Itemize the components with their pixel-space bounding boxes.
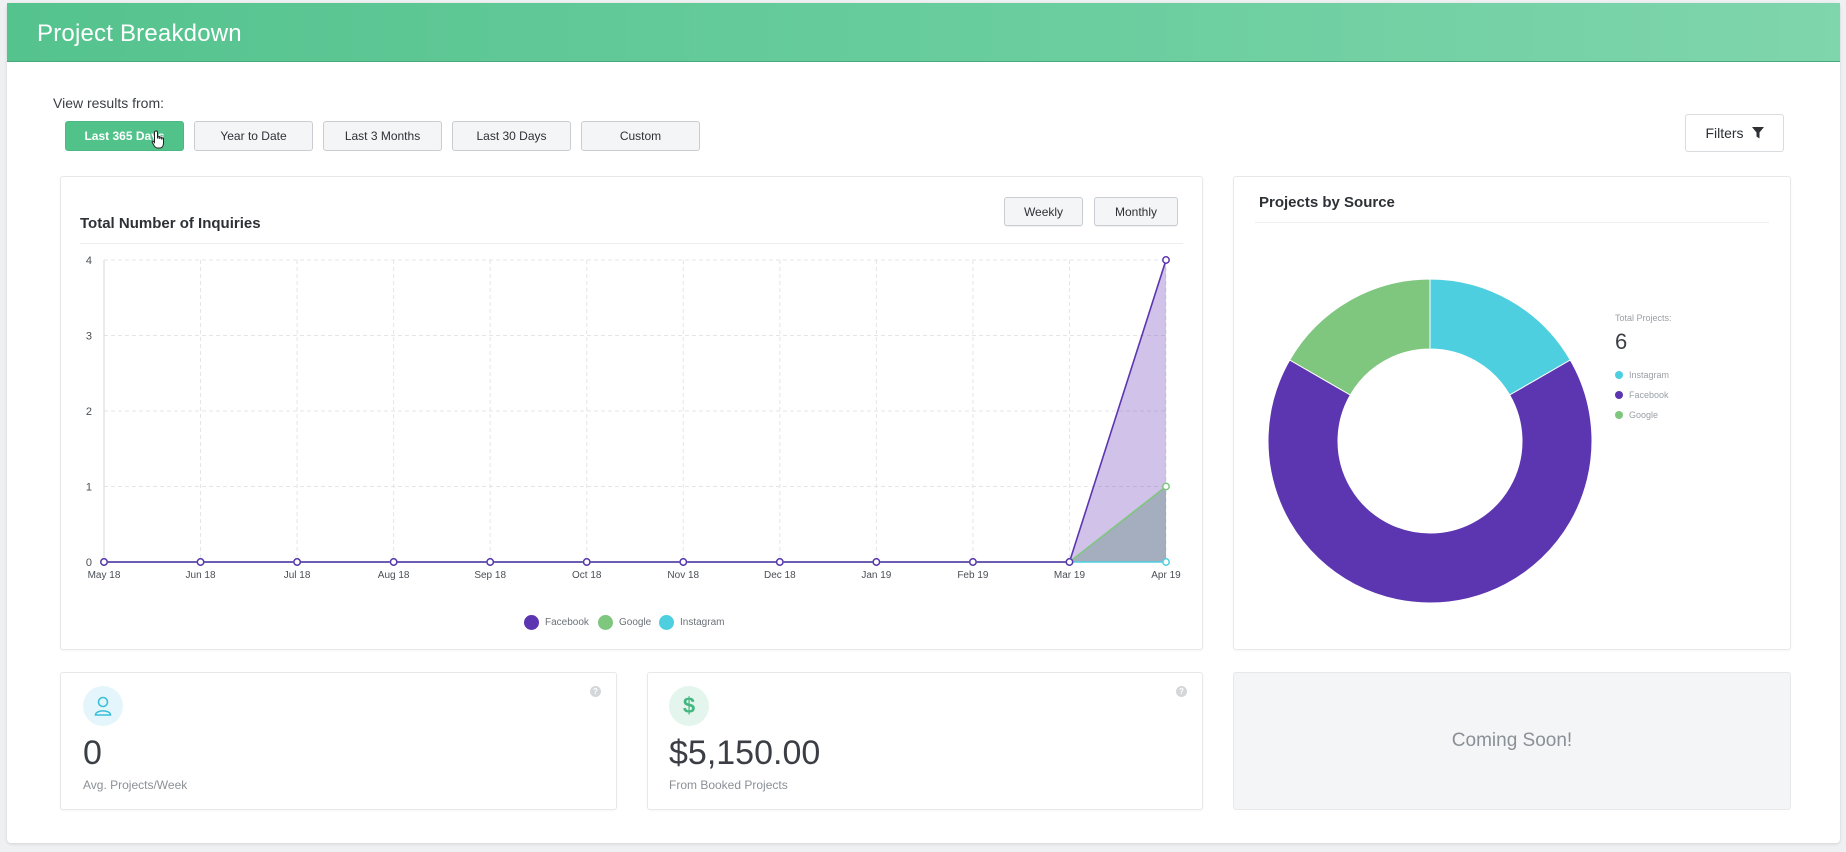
x-tick-label: Aug 18 xyxy=(378,570,410,581)
source-legend-google[interactable]: Google xyxy=(1615,405,1672,425)
x-tick-label: Jan 19 xyxy=(861,570,891,581)
legend-instagram-dot xyxy=(659,615,674,630)
series-line-google xyxy=(104,485,1167,563)
page-header: Project Breakdown xyxy=(7,3,1840,62)
booked-projects-value: $5,150.00 xyxy=(669,734,821,772)
point-facebook xyxy=(775,558,784,566)
legend-instagram-label: Instagram xyxy=(680,617,725,628)
x-tick-label: Dec 18 xyxy=(764,570,796,581)
inquiries-chart: 0 1 2 3 4 May 18 Jun 18 Jul 18 Aug 18 Sep 18 Oct 1… xyxy=(86,255,1181,581)
range-last-30-days-button[interactable]: Last 30 Days xyxy=(452,121,571,151)
source-legend-instagram[interactable]: Instagram xyxy=(1615,365,1672,385)
legend-google[interactable]: Google xyxy=(598,615,651,630)
point-facebook xyxy=(293,558,302,566)
total-projects-value: 6 xyxy=(1615,329,1628,354)
coming-soon-card: Coming Soon! xyxy=(1233,672,1791,810)
source-legend: Total Projects: 6 Instagram Facebook Goo… xyxy=(1615,313,1672,425)
series-line-facebook xyxy=(104,259,1167,563)
source-google-label: Google xyxy=(1629,410,1659,420)
x-tick-label: Oct 18 xyxy=(572,570,602,581)
point-facebook xyxy=(389,558,398,566)
booked-projects-card xyxy=(647,672,1203,810)
filters-button[interactable]: Filters xyxy=(1685,114,1784,152)
dollar-icon: $ xyxy=(669,686,709,726)
funnel-icon xyxy=(1751,127,1764,139)
source-card-title: Projects by Source xyxy=(1259,194,1395,211)
x-tick-label: Jun 18 xyxy=(186,570,216,581)
inquiries-card-title: Total Number of Inquiries xyxy=(80,215,261,232)
x-tick-label: Jul 18 xyxy=(284,570,311,581)
x-tick-label: Nov 18 xyxy=(667,570,699,581)
booked-help-icon[interactable]: ? xyxy=(1176,686,1187,697)
range-last-365-days-button[interactable]: Last 365 Days xyxy=(65,121,184,151)
donut-slice-facebook xyxy=(1267,359,1593,604)
source-donut-chart xyxy=(1267,278,1593,604)
legend-instagram[interactable]: Instagram xyxy=(659,615,724,630)
y-tick-label: 4 xyxy=(86,255,92,267)
range-last-3-months-button[interactable]: Last 3 Months xyxy=(323,121,442,151)
point-facebook xyxy=(100,558,108,566)
point-facebook xyxy=(1065,558,1074,566)
user-icon xyxy=(83,686,123,726)
legend-facebook-dot xyxy=(524,615,539,630)
y-tick-label: 2 xyxy=(86,406,92,418)
range-custom-button[interactable]: Custom xyxy=(581,121,700,151)
avg-help-icon[interactable]: ? xyxy=(590,686,601,697)
hand-cursor-icon xyxy=(151,130,164,149)
booked-projects-label: From Booked Projects xyxy=(669,778,788,792)
legend-google-dot xyxy=(598,615,613,630)
point-facebook xyxy=(196,558,205,566)
filters-label: Filters xyxy=(1705,125,1744,141)
avg-projects-value: 0 xyxy=(83,734,102,772)
range-year-to-date-button[interactable]: Year to Date xyxy=(194,121,313,151)
page-title: Project Breakdown xyxy=(37,20,242,47)
legend-facebook-label: Facebook xyxy=(545,617,589,628)
point-facebook xyxy=(679,558,688,566)
x-tick-label: Sep 18 xyxy=(474,570,506,581)
y-tick-label: 3 xyxy=(86,331,92,343)
x-tick-label: Feb 19 xyxy=(957,570,989,581)
weekly-toggle-button[interactable]: Weekly xyxy=(1004,197,1083,226)
source-facebook-dot xyxy=(1615,391,1623,399)
inquiries-card xyxy=(60,176,1203,650)
point-instagram xyxy=(1162,558,1170,566)
source-legend-facebook[interactable]: Facebook xyxy=(1615,385,1672,405)
point-google xyxy=(1162,482,1170,491)
source-divider xyxy=(1255,222,1769,223)
avg-projects-card xyxy=(60,672,617,810)
series-area-google xyxy=(104,486,1166,562)
x-tick-label: May 18 xyxy=(88,570,121,581)
inquiries-divider xyxy=(80,243,1183,244)
avg-projects-label: Avg. Projects/Week xyxy=(83,778,188,792)
x-tick-label: Mar 19 xyxy=(1054,570,1086,581)
view-results-label: View results from: xyxy=(53,95,164,111)
source-instagram-dot xyxy=(1615,371,1623,379)
monthly-toggle-button[interactable]: Monthly xyxy=(1094,197,1178,226)
source-facebook-label: Facebook xyxy=(1629,390,1669,400)
source-instagram-label: Instagram xyxy=(1629,370,1670,380)
point-facebook xyxy=(582,558,591,566)
legend-google-label: Google xyxy=(619,617,652,628)
y-tick-label: 1 xyxy=(86,482,92,494)
series-area-facebook xyxy=(104,260,1166,562)
point-facebook xyxy=(486,558,495,566)
x-tick-label: Apr 19 xyxy=(1151,570,1181,581)
point-facebook xyxy=(1162,256,1170,264)
source-google-dot xyxy=(1615,411,1623,419)
total-projects-label: Total Projects: xyxy=(1615,313,1672,323)
point-facebook xyxy=(968,558,977,566)
legend-facebook[interactable]: Facebook xyxy=(524,615,589,630)
point-facebook xyxy=(872,558,881,566)
donut-slice-google xyxy=(1289,278,1431,396)
y-tick-label: 0 xyxy=(86,557,92,569)
